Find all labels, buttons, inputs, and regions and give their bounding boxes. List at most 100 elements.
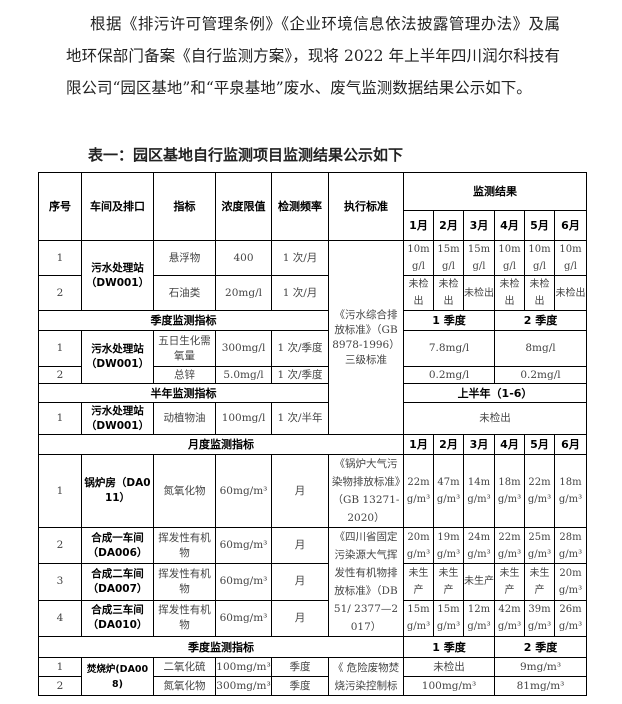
section-header-row: 月度监测指标 1月 2月 3月 4月 5月 6月 bbox=[38, 434, 587, 455]
section-title: 季度监测指标 bbox=[38, 310, 329, 331]
outlet-cell: 合成三车间（DA010） bbox=[81, 599, 154, 638]
value-cell: 47mg/m³ bbox=[433, 454, 464, 528]
value-cell: 22mg/m³ bbox=[494, 526, 525, 565]
value-cell: 10mg/l bbox=[403, 240, 434, 276]
indicator-cell: 挥发性有机物 bbox=[153, 563, 216, 601]
row-no: 1 bbox=[38, 657, 82, 677]
section-header-row: 季度监测指标 1 季度 2 季度 bbox=[38, 636, 587, 658]
value-cell: 未检出 bbox=[403, 402, 587, 435]
table-row: 1 污水处理站（DW001） 悬浮物 400 1 次/月 《污水综合排放标准》（… bbox=[38, 240, 587, 435]
freq-cell: 月 bbox=[271, 563, 329, 601]
value-cell: 39mg/m³ bbox=[524, 599, 555, 638]
standard-cell: 《 危险废物焚烧污染控制标 bbox=[328, 657, 404, 696]
quarter-header: 1 季度 bbox=[403, 636, 495, 658]
value-cell: 10mg/l bbox=[524, 240, 555, 276]
header-limit: 浓度限值 bbox=[215, 172, 272, 241]
value-cell: 7.8mg/l bbox=[403, 330, 495, 367]
header-results: 监测结果 bbox=[403, 172, 587, 211]
value-cell: 9mg/m³ bbox=[494, 657, 587, 677]
value-cell: 未检出 bbox=[494, 275, 525, 311]
freq-cell: 1 次/季度 bbox=[271, 366, 329, 384]
value-cell: 22mg/m³ bbox=[403, 454, 434, 528]
limit-cell: 300mg/l bbox=[215, 330, 272, 367]
table-row: 1 锅炉房（DA011） 氮氧化物 60mg/m³ 月 《锅炉大气污染物排放标准… bbox=[38, 454, 587, 528]
limit-cell: 300mg/m³ bbox=[215, 676, 272, 696]
header-standard: 执行标准 bbox=[328, 172, 404, 241]
row-no: 2 bbox=[38, 676, 82, 696]
quarter-header: 1 季度 bbox=[403, 310, 495, 331]
value-cell: 15mg/m³ bbox=[433, 599, 464, 638]
freq-cell: 季度 bbox=[271, 676, 329, 696]
value-cell: 20mg/m³ bbox=[554, 563, 587, 601]
standard-cell: 《锅炉大气污染物排放标准》（GB 13271-2020） bbox=[328, 454, 404, 528]
monitoring-results-table: 序号 车间及排口 指标 浓度限值 检测频率 执行标准 监测结果 1月 2月 3月… bbox=[38, 172, 587, 696]
header-outlet: 车间及排口 bbox=[81, 172, 154, 241]
outlet-cell: 污水处理站（DW001） bbox=[81, 330, 154, 384]
value-cell: 42mg/m³ bbox=[494, 599, 525, 638]
section-title: 月度监测指标 bbox=[38, 434, 404, 455]
value-cell: 14mg/m³ bbox=[463, 454, 495, 528]
indicator-cell: 石油类 bbox=[153, 275, 216, 311]
table-row: 2 合成一车间（DA006） 挥发性有机物 60mg/m³ 月 《四川省固定污染… bbox=[38, 526, 587, 637]
value-cell: 25mg/m³ bbox=[524, 526, 555, 565]
value-cell: 10mg/l bbox=[554, 240, 587, 276]
quarter-header: 2 季度 bbox=[494, 310, 587, 331]
freq-cell: 季度 bbox=[271, 657, 329, 677]
limit-cell: 20mg/l bbox=[215, 275, 272, 311]
indicator-cell: 五日生化需氧量 bbox=[153, 330, 216, 367]
freq-cell: 月 bbox=[271, 599, 329, 638]
limit-cell: 400 bbox=[215, 240, 272, 276]
row-no: 3 bbox=[38, 563, 82, 601]
row-no: 1 bbox=[38, 240, 82, 276]
table-row: 4 合成三车间（DA010） 挥发性有机物 60mg/m³ 月 15mg/m³ … bbox=[38, 599, 587, 638]
row-no: 1 bbox=[38, 454, 82, 528]
section-title: 季度监测指标 bbox=[38, 636, 404, 658]
indicator-cell: 挥发性有机物 bbox=[153, 599, 216, 638]
indicator-cell: 二氧化硫 bbox=[153, 657, 216, 677]
outlet-cell: 焚烧炉(DA008) bbox=[81, 657, 154, 696]
outlet-cell: 锅炉房（DA011） bbox=[81, 454, 154, 528]
value-cell: 24mg/m³ bbox=[463, 526, 495, 565]
value-cell: 未生产 bbox=[524, 563, 555, 601]
month-header: 6月 bbox=[554, 210, 587, 241]
month-header: 5月 bbox=[524, 210, 555, 241]
value-cell: 未检出 bbox=[403, 275, 434, 311]
table-row: 2 石油类 20mg/l 1 次/月 未检出 未检出 未检出 未检出 未检出 未… bbox=[38, 275, 587, 311]
table-row: 1 污水处理站（DW001） 五日生化需氧量 300mg/l 1 次/季度 7.… bbox=[38, 330, 587, 384]
limit-cell: 60mg/m³ bbox=[215, 526, 272, 565]
indicator-cell: 悬浮物 bbox=[153, 240, 216, 276]
value-cell: 15mg/m³ bbox=[403, 599, 434, 638]
value-cell: 81mg/m³ bbox=[494, 676, 587, 696]
freq-cell: 月 bbox=[271, 526, 329, 565]
freq-cell: 1 次/月 bbox=[271, 275, 329, 311]
indicator-cell: 总锌 bbox=[153, 366, 216, 384]
limit-cell: 60mg/m³ bbox=[215, 599, 272, 638]
value-cell: 26mg/m³ bbox=[554, 599, 587, 638]
value-cell: 18mg/m³ bbox=[554, 454, 587, 528]
outlet-cell: 合成一车间（DA006） bbox=[81, 526, 154, 565]
standard-cell: 《四川省固定污染源大气挥发性有机物排放标准》（DB51/ 2377—2017） bbox=[328, 527, 404, 637]
month-header: 6月 bbox=[554, 434, 587, 455]
limit-cell: 100mg/l bbox=[215, 402, 272, 435]
outlet-cell: 污水处理站（DW001） bbox=[81, 402, 154, 435]
value-cell: 15mg/l bbox=[433, 240, 464, 276]
row-no: 1 bbox=[38, 330, 82, 367]
freq-cell: 1 次/季度 bbox=[271, 330, 329, 367]
month-header: 2月 bbox=[433, 434, 464, 455]
value-cell: 8mg/l bbox=[494, 330, 587, 367]
section-header-row: 半年监测指标 上半年（1-6） bbox=[38, 383, 587, 403]
indicator-cell: 氮氧化物 bbox=[153, 454, 216, 528]
table-row: 2 总锌 5.0mg/l 1 次/季度 0.2mg/l 0.2mg/l bbox=[38, 366, 587, 384]
outlet-cell: 合成二车间（DA007） bbox=[81, 563, 154, 601]
month-header: 1月 bbox=[403, 210, 434, 241]
header-freq: 检测频率 bbox=[271, 172, 329, 241]
indicator-cell: 氮氧化物 bbox=[153, 676, 216, 696]
standard-cell: 《污水综合排放标准》（GB8978-1996）三级标准 bbox=[328, 240, 404, 435]
month-header: 4月 bbox=[494, 434, 525, 455]
table-row: 2 氮氧化物 300mg/m³ 季度 100mg/m³ 81mg/m³ bbox=[38, 676, 587, 696]
header-indicator: 指标 bbox=[153, 172, 216, 241]
value-cell: 28mg/m³ bbox=[554, 526, 587, 565]
value-cell: 20mg/m³ bbox=[403, 526, 434, 565]
table-title: 表一：园区基地自行监测项目监测结果公示如下 bbox=[88, 146, 404, 164]
value-cell: 未生产 bbox=[463, 563, 495, 601]
